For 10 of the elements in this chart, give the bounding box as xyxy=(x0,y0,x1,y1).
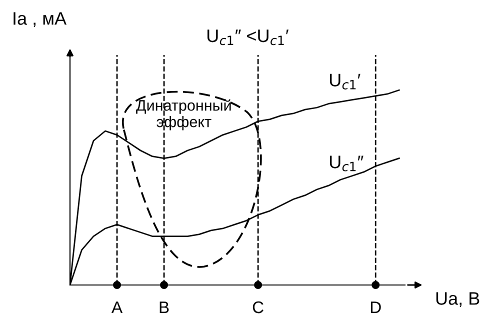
x-tick-label: B xyxy=(160,302,169,314)
series-label: U$_{c1}$″ xyxy=(330,156,364,172)
x-axis-title: Uа, В xyxy=(436,292,480,307)
y-axis-title: Iа , мА xyxy=(14,12,67,27)
x-tick-label: C xyxy=(252,301,264,314)
x-tick-label: A xyxy=(111,302,123,314)
annotation: Динатронный эффект xyxy=(136,99,231,130)
text: U$_{c1}$″ <U$_{c1}$′ xyxy=(208,30,288,46)
x-tick-label: D xyxy=(370,302,381,314)
series-label: U$_{c1}$′ xyxy=(330,74,360,90)
